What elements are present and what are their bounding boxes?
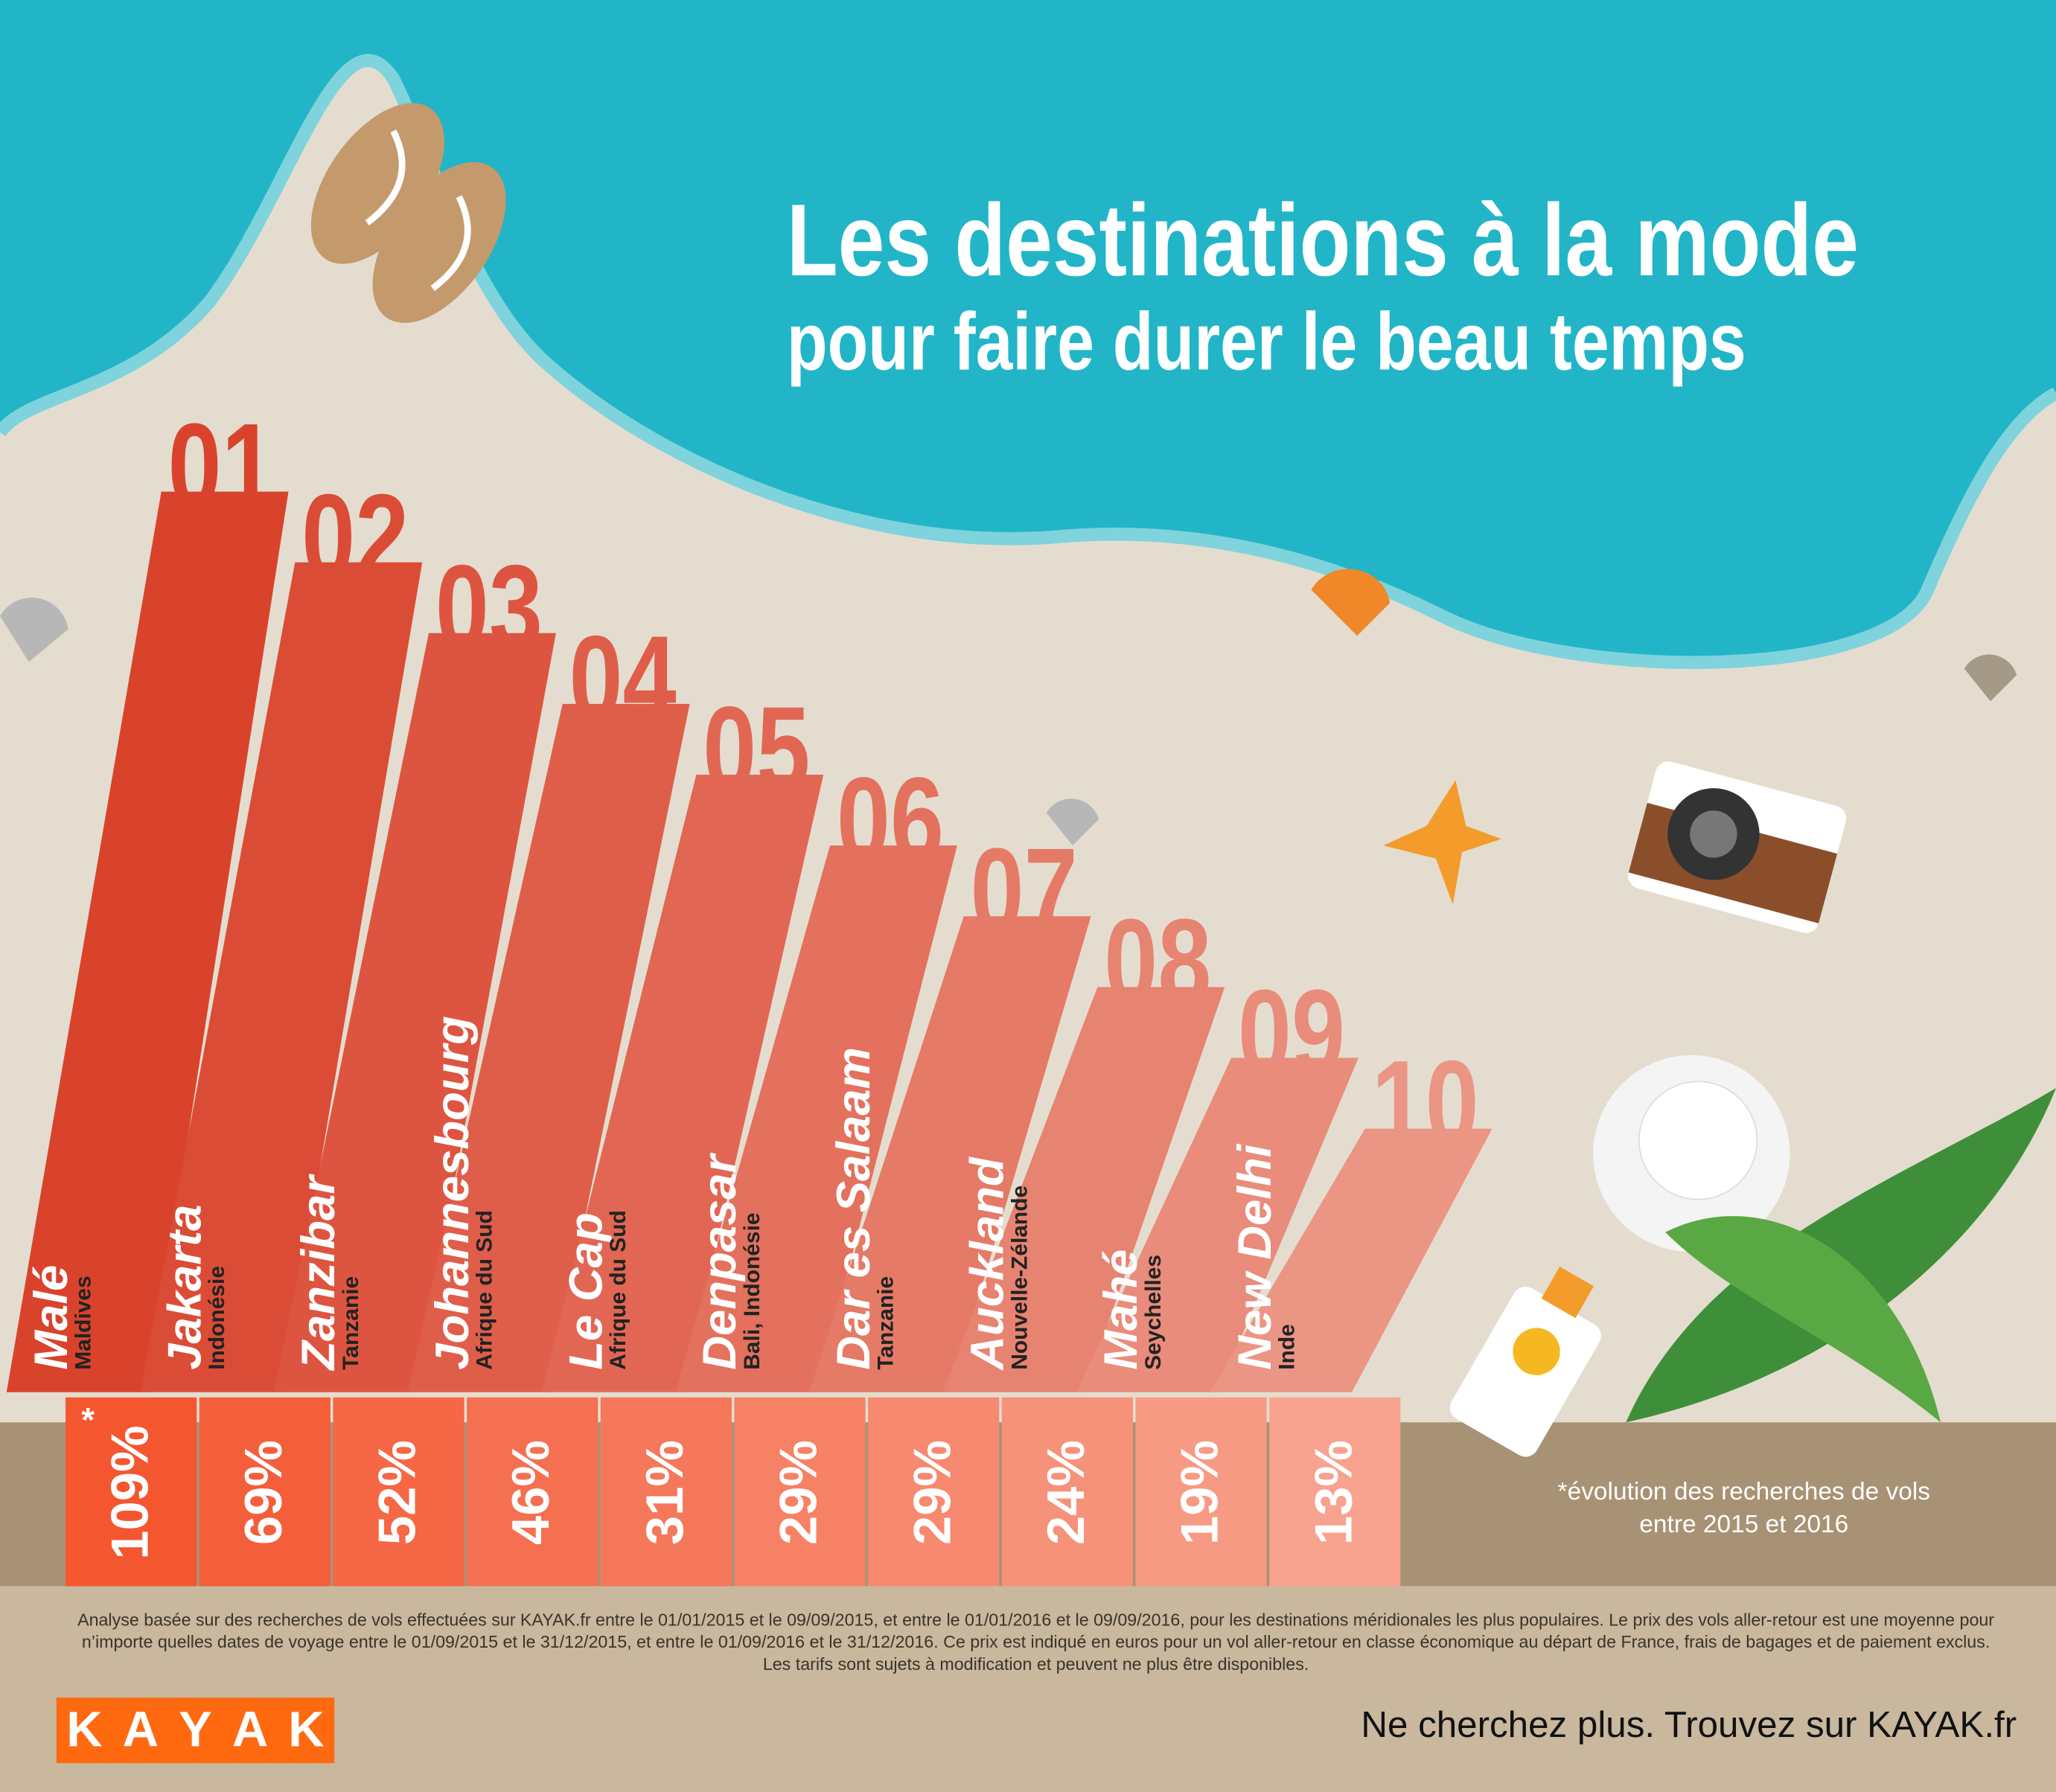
value-box: 19% — [1135, 1397, 1267, 1587]
bar — [675, 845, 957, 1392]
value-label: 31% — [636, 1439, 695, 1545]
sun-hat-icon — [1593, 1055, 1790, 1252]
bar — [808, 916, 1091, 1392]
value-box: 29% — [734, 1397, 866, 1587]
city-label: Johannesbourg Afrique du Sud — [424, 1016, 497, 1370]
value-label: 19% — [1171, 1439, 1230, 1545]
kayak-logo[interactable]: K A Y A K — [56, 1697, 335, 1764]
city-name: Dar es Salaam — [826, 1047, 880, 1370]
seashell-icon — [0, 569, 2017, 846]
value-box: 29% — [868, 1397, 1000, 1587]
city-label: Malé Maldives — [23, 1264, 96, 1370]
logo-letter: A — [122, 1702, 159, 1759]
starfish-icon — [1383, 780, 1501, 905]
value-label: 29% — [770, 1439, 829, 1545]
bar — [1076, 1057, 1359, 1392]
value-label: 69% — [235, 1439, 293, 1545]
value-box: 69% — [199, 1397, 331, 1587]
value-label: 24% — [1038, 1439, 1096, 1545]
value-box: 52% — [333, 1397, 464, 1587]
value-label: 46% — [502, 1439, 561, 1545]
palm-leaf-icon — [1626, 1088, 2056, 1423]
camera-icon — [1628, 761, 1847, 933]
value-box: 109% — [66, 1397, 197, 1587]
city-name: Johannesbourg — [424, 1016, 479, 1370]
bar — [541, 775, 824, 1392]
sunscreen-icon — [1449, 1266, 1601, 1457]
bar — [6, 491, 289, 1392]
city-label: Le Cap Afrique du Sud — [558, 1210, 631, 1370]
disclaimer: Analyse basée sur des recherches de vols… — [77, 1610, 1995, 1674]
sea — [0, 0, 2056, 663]
logo-letter: K — [66, 1702, 103, 1759]
country-name: Maldives — [71, 1276, 96, 1370]
city-name: Le Cap — [558, 1212, 613, 1370]
title-line-1: Les destinations à la mode — [786, 182, 1859, 298]
country-name: Nouvelle-Zélande — [1006, 1185, 1032, 1370]
bar — [140, 562, 423, 1392]
city-name: New Delhi — [1227, 1144, 1281, 1370]
city-name: Auckland — [960, 1157, 1014, 1370]
city-name: Mahé — [1094, 1249, 1148, 1370]
value-box: 24% — [1001, 1397, 1133, 1587]
value-label: 109% — [101, 1424, 160, 1559]
city-label: Denpasar Bali, Indonésie — [692, 1154, 764, 1370]
bar — [942, 987, 1225, 1392]
value-label: 29% — [904, 1439, 962, 1545]
logo-letter: Y — [179, 1702, 212, 1759]
shoreline — [0, 54, 2056, 669]
city-name: Denpasar — [692, 1154, 747, 1370]
logo-letter: A — [232, 1702, 269, 1759]
value-label: 13% — [1305, 1439, 1364, 1545]
city-label: Dar es Salaam Tanzanie — [826, 1047, 898, 1370]
city-label: Jakarta Indonésie — [157, 1204, 229, 1370]
city-label: Zanzibar Tanzanie — [291, 1176, 363, 1370]
value-box: 31% — [600, 1397, 732, 1587]
bar — [407, 703, 690, 1392]
value-box: 46% — [467, 1397, 598, 1587]
bar — [274, 633, 556, 1392]
country-name: Seychelles — [1140, 1254, 1166, 1370]
city-label: Mahé Seychelles — [1094, 1249, 1166, 1370]
city-name: Malé — [23, 1264, 77, 1370]
tagline[interactable]: Ne cherchez plus. Trouvez sur KAYAK.fr — [1361, 1703, 2017, 1745]
value-box: 13% — [1269, 1397, 1401, 1587]
city-name: Zanzibar — [291, 1176, 345, 1370]
city-name: Jakarta — [157, 1204, 211, 1370]
footnote: *évolution des recherches de vols entre … — [1557, 1478, 1931, 1540]
footer-band — [0, 1586, 2056, 1792]
bar — [1210, 1128, 1492, 1392]
flip-flops-icon — [310, 103, 506, 323]
asterisk: * — [81, 1400, 95, 1440]
value-label: 52% — [368, 1439, 427, 1545]
city-label: New Delhi Inde — [1227, 1144, 1300, 1370]
country-name: Afrique du Sud — [605, 1210, 631, 1370]
logo-letter: K — [288, 1702, 325, 1759]
city-label: Auckland Nouvelle-Zélande — [960, 1157, 1032, 1370]
title-line-2: pour faire durer le beau temps — [786, 297, 1746, 388]
